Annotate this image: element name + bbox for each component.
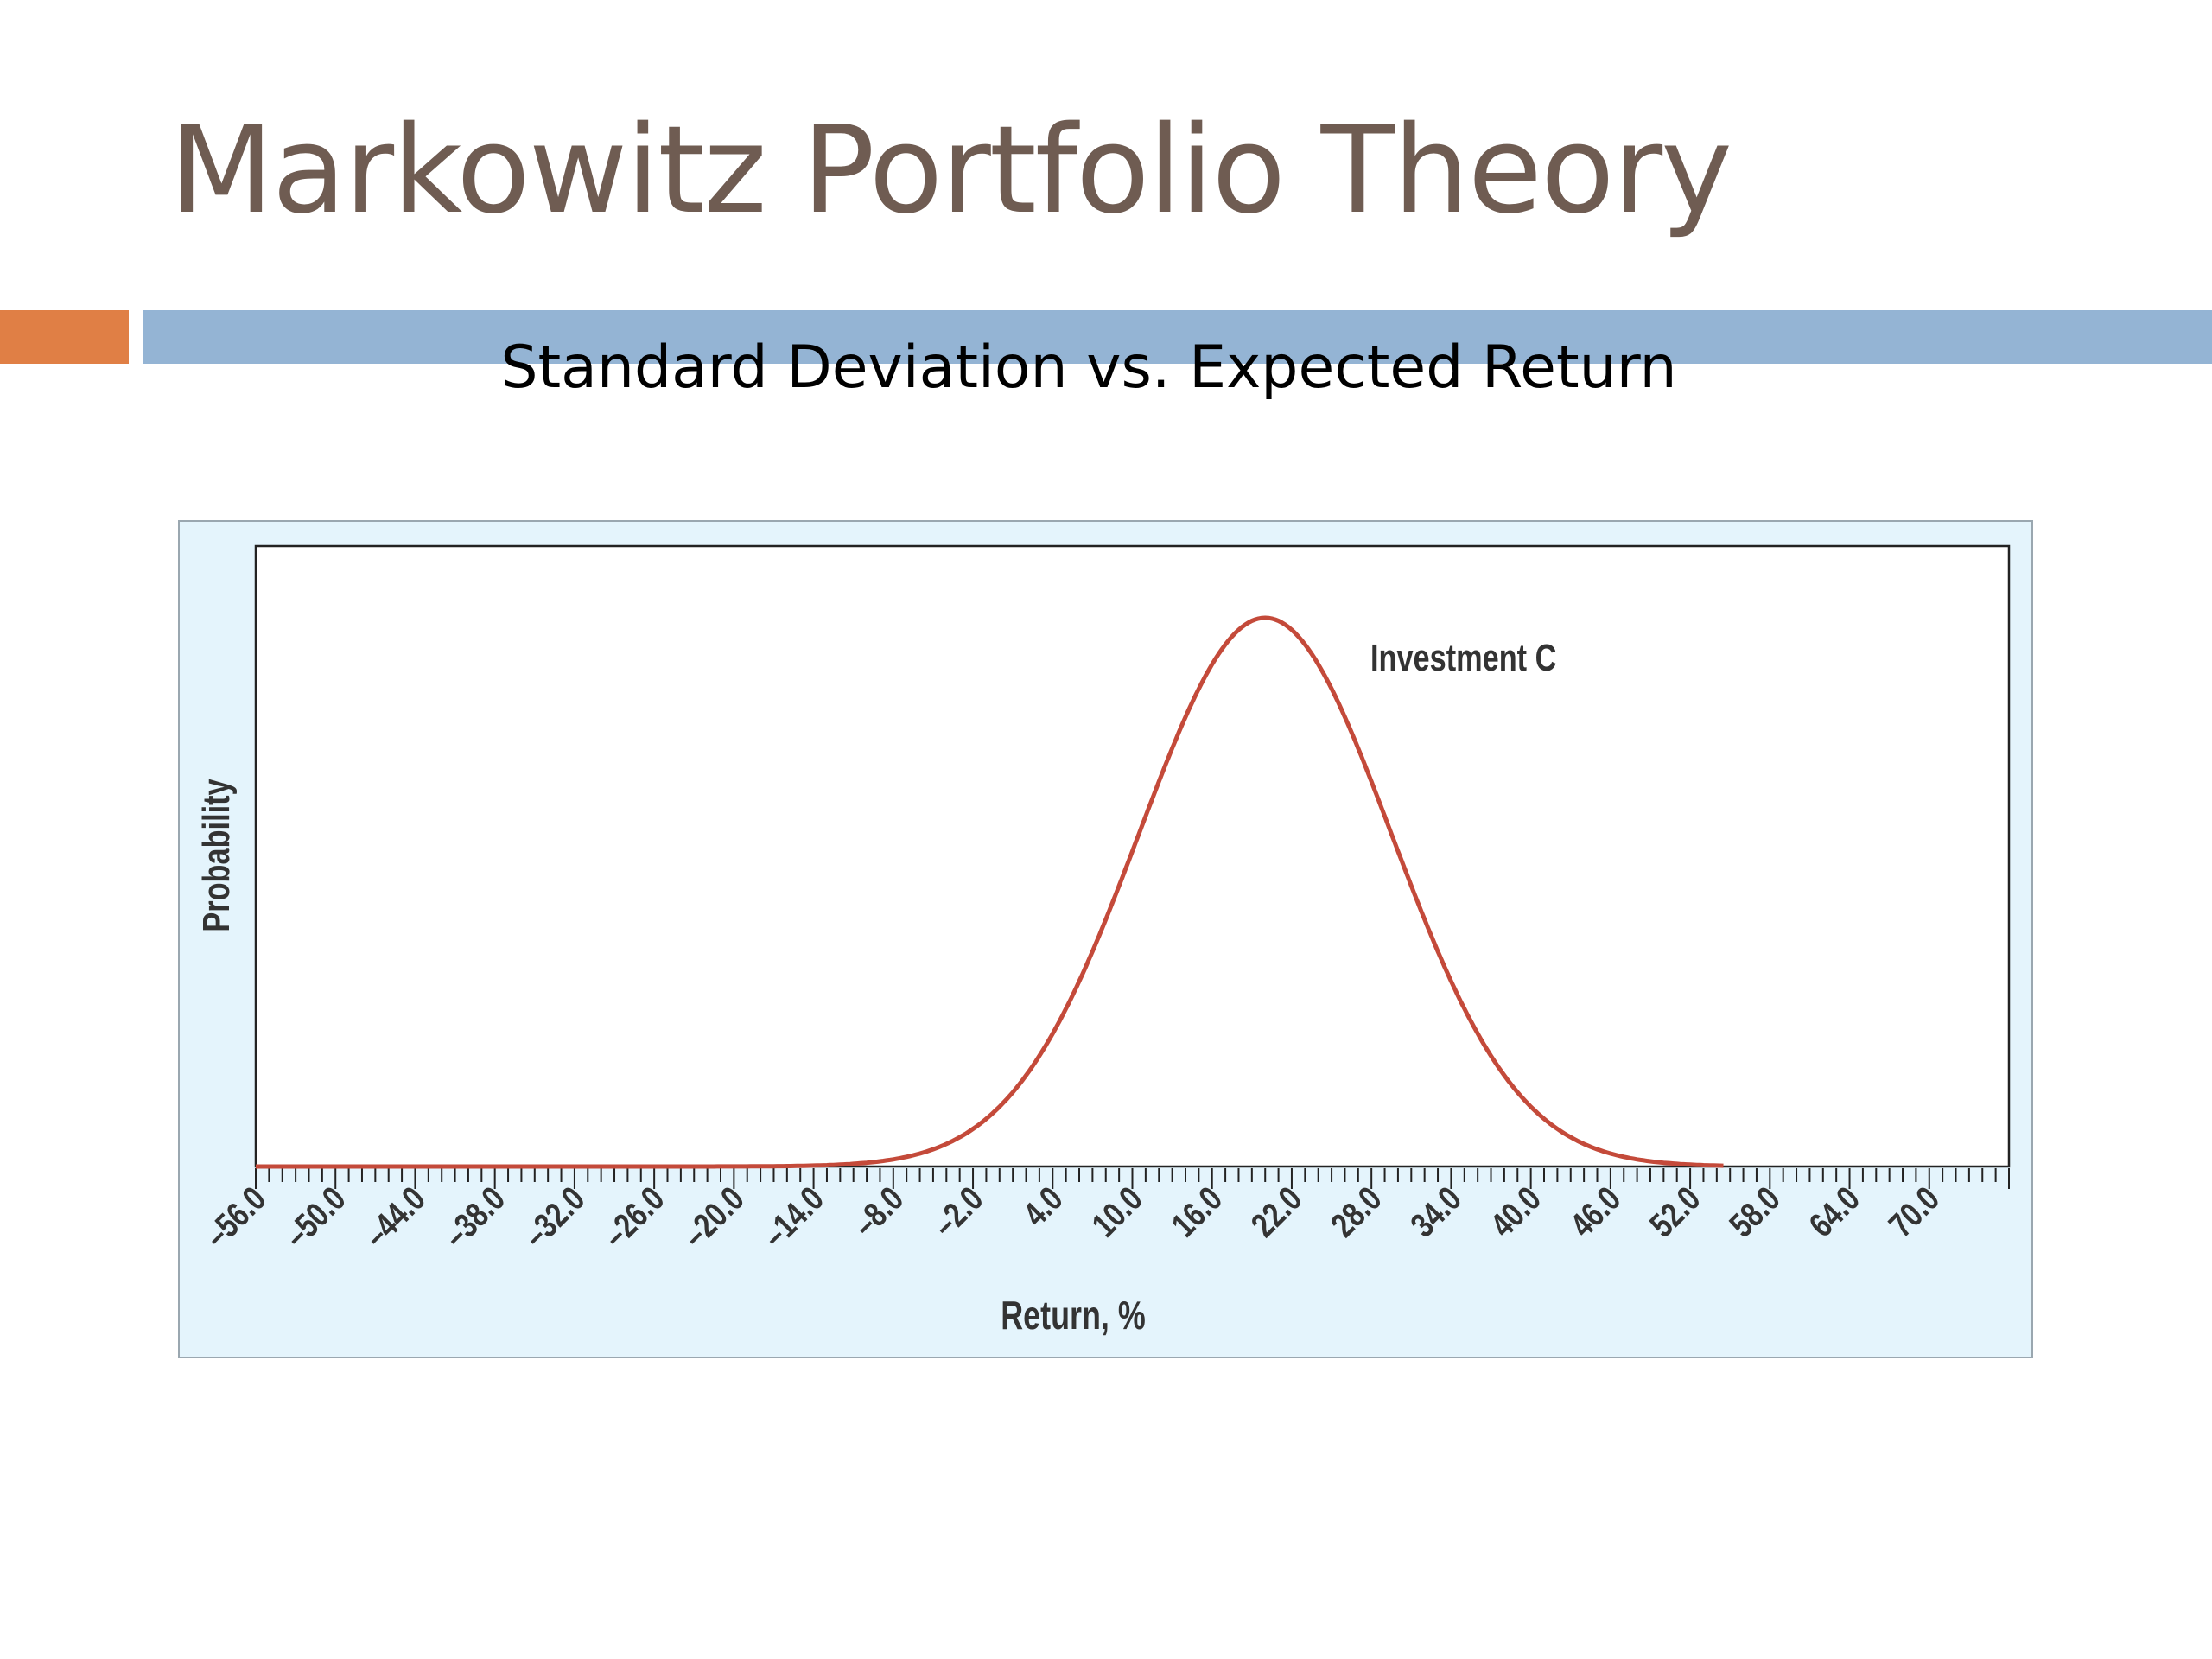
chart-title: Standard Deviation vs. Expected Return: [0, 339, 2177, 397]
x-axis-label: Return, %: [1001, 1294, 1145, 1338]
series-line-investment-c: [256, 615, 1724, 1169]
x-axis-ticks: [255, 1168, 2010, 1189]
accent-bar: [0, 310, 129, 364]
series-label-investment-c: Investment C: [1370, 637, 1556, 679]
header-bar: [143, 310, 2212, 364]
slide-title: Markowitz Portfolio Theory: [169, 100, 1732, 241]
chart-title-text: Standard Deviation vs. Expected Return: [500, 334, 1677, 402]
y-axis-label: Probability: [195, 779, 238, 931]
